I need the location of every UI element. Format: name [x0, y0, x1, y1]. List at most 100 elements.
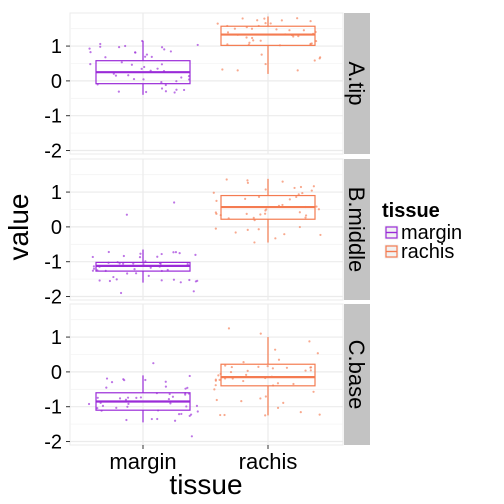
y-tick-label: -2 [44, 287, 62, 309]
jitter-point [156, 67, 159, 70]
jitter-point [253, 241, 256, 244]
jitter-point [152, 362, 155, 365]
jitter-point [225, 178, 228, 181]
jitter-point [296, 69, 299, 72]
box-iqr [220, 25, 316, 46]
jitter-point [125, 213, 128, 216]
jitter-point [259, 39, 262, 42]
jitter-point [150, 55, 153, 58]
jitter-point [274, 348, 277, 351]
box-margin [91, 201, 199, 295]
jitter-point [126, 405, 129, 408]
jitter-point [281, 180, 284, 183]
jitter-point [281, 203, 284, 207]
jitter-point [160, 46, 164, 49]
jitter-point [283, 233, 286, 236]
jitter-point [280, 19, 283, 22]
jitter-point [105, 377, 109, 380]
facet-strip: C.base [344, 304, 370, 445]
strip-background [344, 13, 370, 154]
strip-background [344, 304, 370, 445]
jitter-point [91, 255, 94, 259]
jitter-point [184, 393, 187, 396]
jitter-point [142, 78, 145, 81]
box-margin [88, 39, 199, 95]
jitter-point [112, 275, 115, 279]
jitter-point [143, 65, 146, 69]
y-axis-title: value [3, 194, 34, 261]
y-tick-label: -2 [44, 432, 62, 454]
box-iqr [220, 363, 316, 387]
jitter-point [252, 39, 255, 42]
jitter-point [310, 42, 313, 45]
jitter-point [173, 91, 176, 94]
facet-panel: -2 -1 0 1 A.tip [44, 12, 370, 163]
jitter-point [288, 29, 291, 32]
jitter-point [319, 56, 322, 59]
x-tick-label: margin [109, 449, 176, 474]
jitter-point [196, 43, 199, 47]
y-tick-label: 1 [51, 36, 62, 58]
jitter-point [271, 367, 274, 370]
facet-panel: -2 -1 0 1 B.middle [44, 158, 370, 309]
jitter-point [127, 402, 130, 406]
jitter-point [166, 268, 169, 272]
jitter-point [173, 201, 176, 204]
jitter-point [282, 401, 285, 404]
jitter-point [89, 51, 92, 54]
jitter-point [156, 417, 159, 421]
jitter-point [260, 53, 263, 56]
jitter-point [171, 395, 175, 398]
jitter-point [115, 406, 118, 409]
jitter-point [285, 366, 289, 369]
jitter-point [257, 195, 261, 198]
jitter-point [164, 385, 168, 388]
jitter-point [149, 266, 152, 269]
jitter-point [297, 193, 300, 196]
jitter-point [135, 396, 138, 399]
jitter-point [301, 191, 304, 195]
jitter-point [250, 27, 254, 30]
jitter-point [246, 179, 249, 182]
jitter-point [312, 390, 315, 393]
legend-label: margin [401, 222, 462, 244]
jitter-point [308, 340, 311, 343]
jitter-point [175, 88, 178, 91]
jitter-point [241, 17, 244, 20]
jitter-point [160, 81, 163, 84]
legend-title: tissue [382, 200, 440, 222]
jitter-point [144, 55, 147, 58]
jitter-point [257, 228, 260, 231]
jitter-point [124, 398, 128, 401]
jitter-point [274, 237, 277, 240]
jitter-point [164, 90, 168, 93]
jitter-point [214, 211, 217, 214]
jitter-point [277, 358, 281, 361]
panel-background [69, 303, 344, 446]
jitter-point [92, 267, 96, 270]
jitter-point [309, 366, 312, 369]
jitter-point [224, 364, 227, 367]
jitter-point [145, 53, 149, 56]
y-tick-label: -1 [44, 252, 62, 274]
jitter-point [87, 402, 91, 406]
jitter-point [142, 262, 145, 266]
jitter-point [246, 369, 249, 372]
jitter-point [214, 379, 217, 382]
jitter-point [185, 405, 188, 408]
y-tick-label: 0 [51, 362, 62, 384]
jitter-point [156, 255, 159, 258]
jitter-point [147, 274, 150, 277]
jitter-point [292, 382, 295, 386]
jitter-point [313, 59, 316, 62]
jitter-point [246, 228, 249, 231]
jitter-point [245, 212, 248, 215]
strip-background [344, 159, 370, 300]
jitter-point [219, 413, 222, 417]
jitter-point [107, 250, 110, 254]
jitter-point [169, 402, 172, 405]
jitter-point [234, 231, 237, 234]
jitter-point [217, 374, 220, 377]
jitter-point [179, 281, 182, 284]
jitter-point [264, 395, 267, 398]
